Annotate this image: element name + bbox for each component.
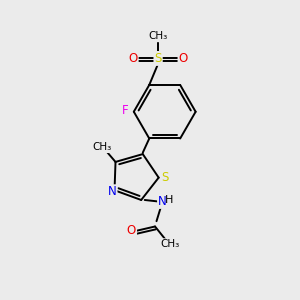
Text: S: S — [161, 171, 169, 184]
Text: S: S — [154, 52, 162, 65]
Text: N: N — [158, 195, 167, 208]
Text: N: N — [108, 185, 116, 198]
Text: CH₃: CH₃ — [160, 239, 179, 249]
Text: O: O — [178, 52, 188, 65]
Text: H: H — [165, 195, 173, 205]
Text: F: F — [122, 104, 129, 117]
Text: CH₃: CH₃ — [148, 32, 168, 41]
Text: O: O — [128, 52, 138, 65]
Text: CH₃: CH₃ — [93, 142, 112, 152]
Text: O: O — [127, 224, 136, 237]
